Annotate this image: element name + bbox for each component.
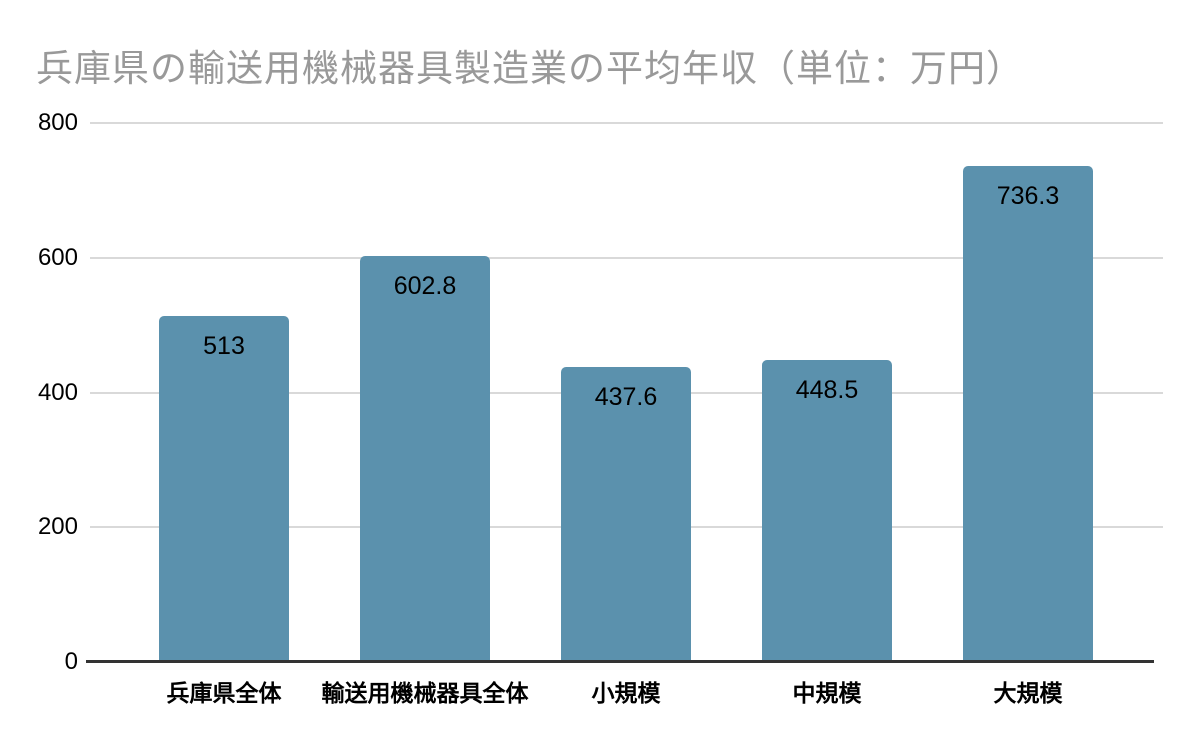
- bar-2: 602.8: [360, 255, 490, 662]
- bar-value-label: 448.5: [795, 375, 859, 404]
- y-axis-tick-label: 800: [37, 109, 78, 136]
- plot-area: 513 602.8 437.6 448.5 736.3: [86, 122, 1163, 663]
- y-axis-tick-label: 200: [37, 513, 78, 541]
- bar-value-label: 513: [203, 332, 245, 361]
- x-axis-line: [86, 660, 1154, 663]
- bar-value-label: 602.8: [393, 271, 457, 300]
- x-axis-label: 大規模: [993, 680, 1063, 706]
- bar-value-label: 736.3: [996, 181, 1060, 210]
- x-axis-label: 兵庫県全体: [166, 680, 282, 706]
- bar-value-label: 437.6: [594, 383, 658, 412]
- bar-3: 437.6: [561, 367, 691, 662]
- x-axis-label: 小規模: [591, 680, 661, 706]
- bar-4: 448.5: [762, 359, 892, 662]
- x-axis-label: 輸送用機械器具全体: [321, 680, 529, 706]
- y-axis-tick-label: 0: [64, 648, 78, 675]
- chart-title: 兵庫県の輸送用機械器具製造業の平均年収（単位：万円）: [36, 48, 1024, 89]
- bar-1: 513: [159, 316, 289, 662]
- gridline: [90, 256, 1163, 259]
- x-axis-label: 中規模: [792, 680, 862, 706]
- y-axis-tick-label: 600: [37, 243, 78, 271]
- gridline: [90, 122, 1163, 124]
- y-axis-tick-label: 400: [37, 378, 78, 406]
- bar-5: 736.3: [963, 165, 1093, 662]
